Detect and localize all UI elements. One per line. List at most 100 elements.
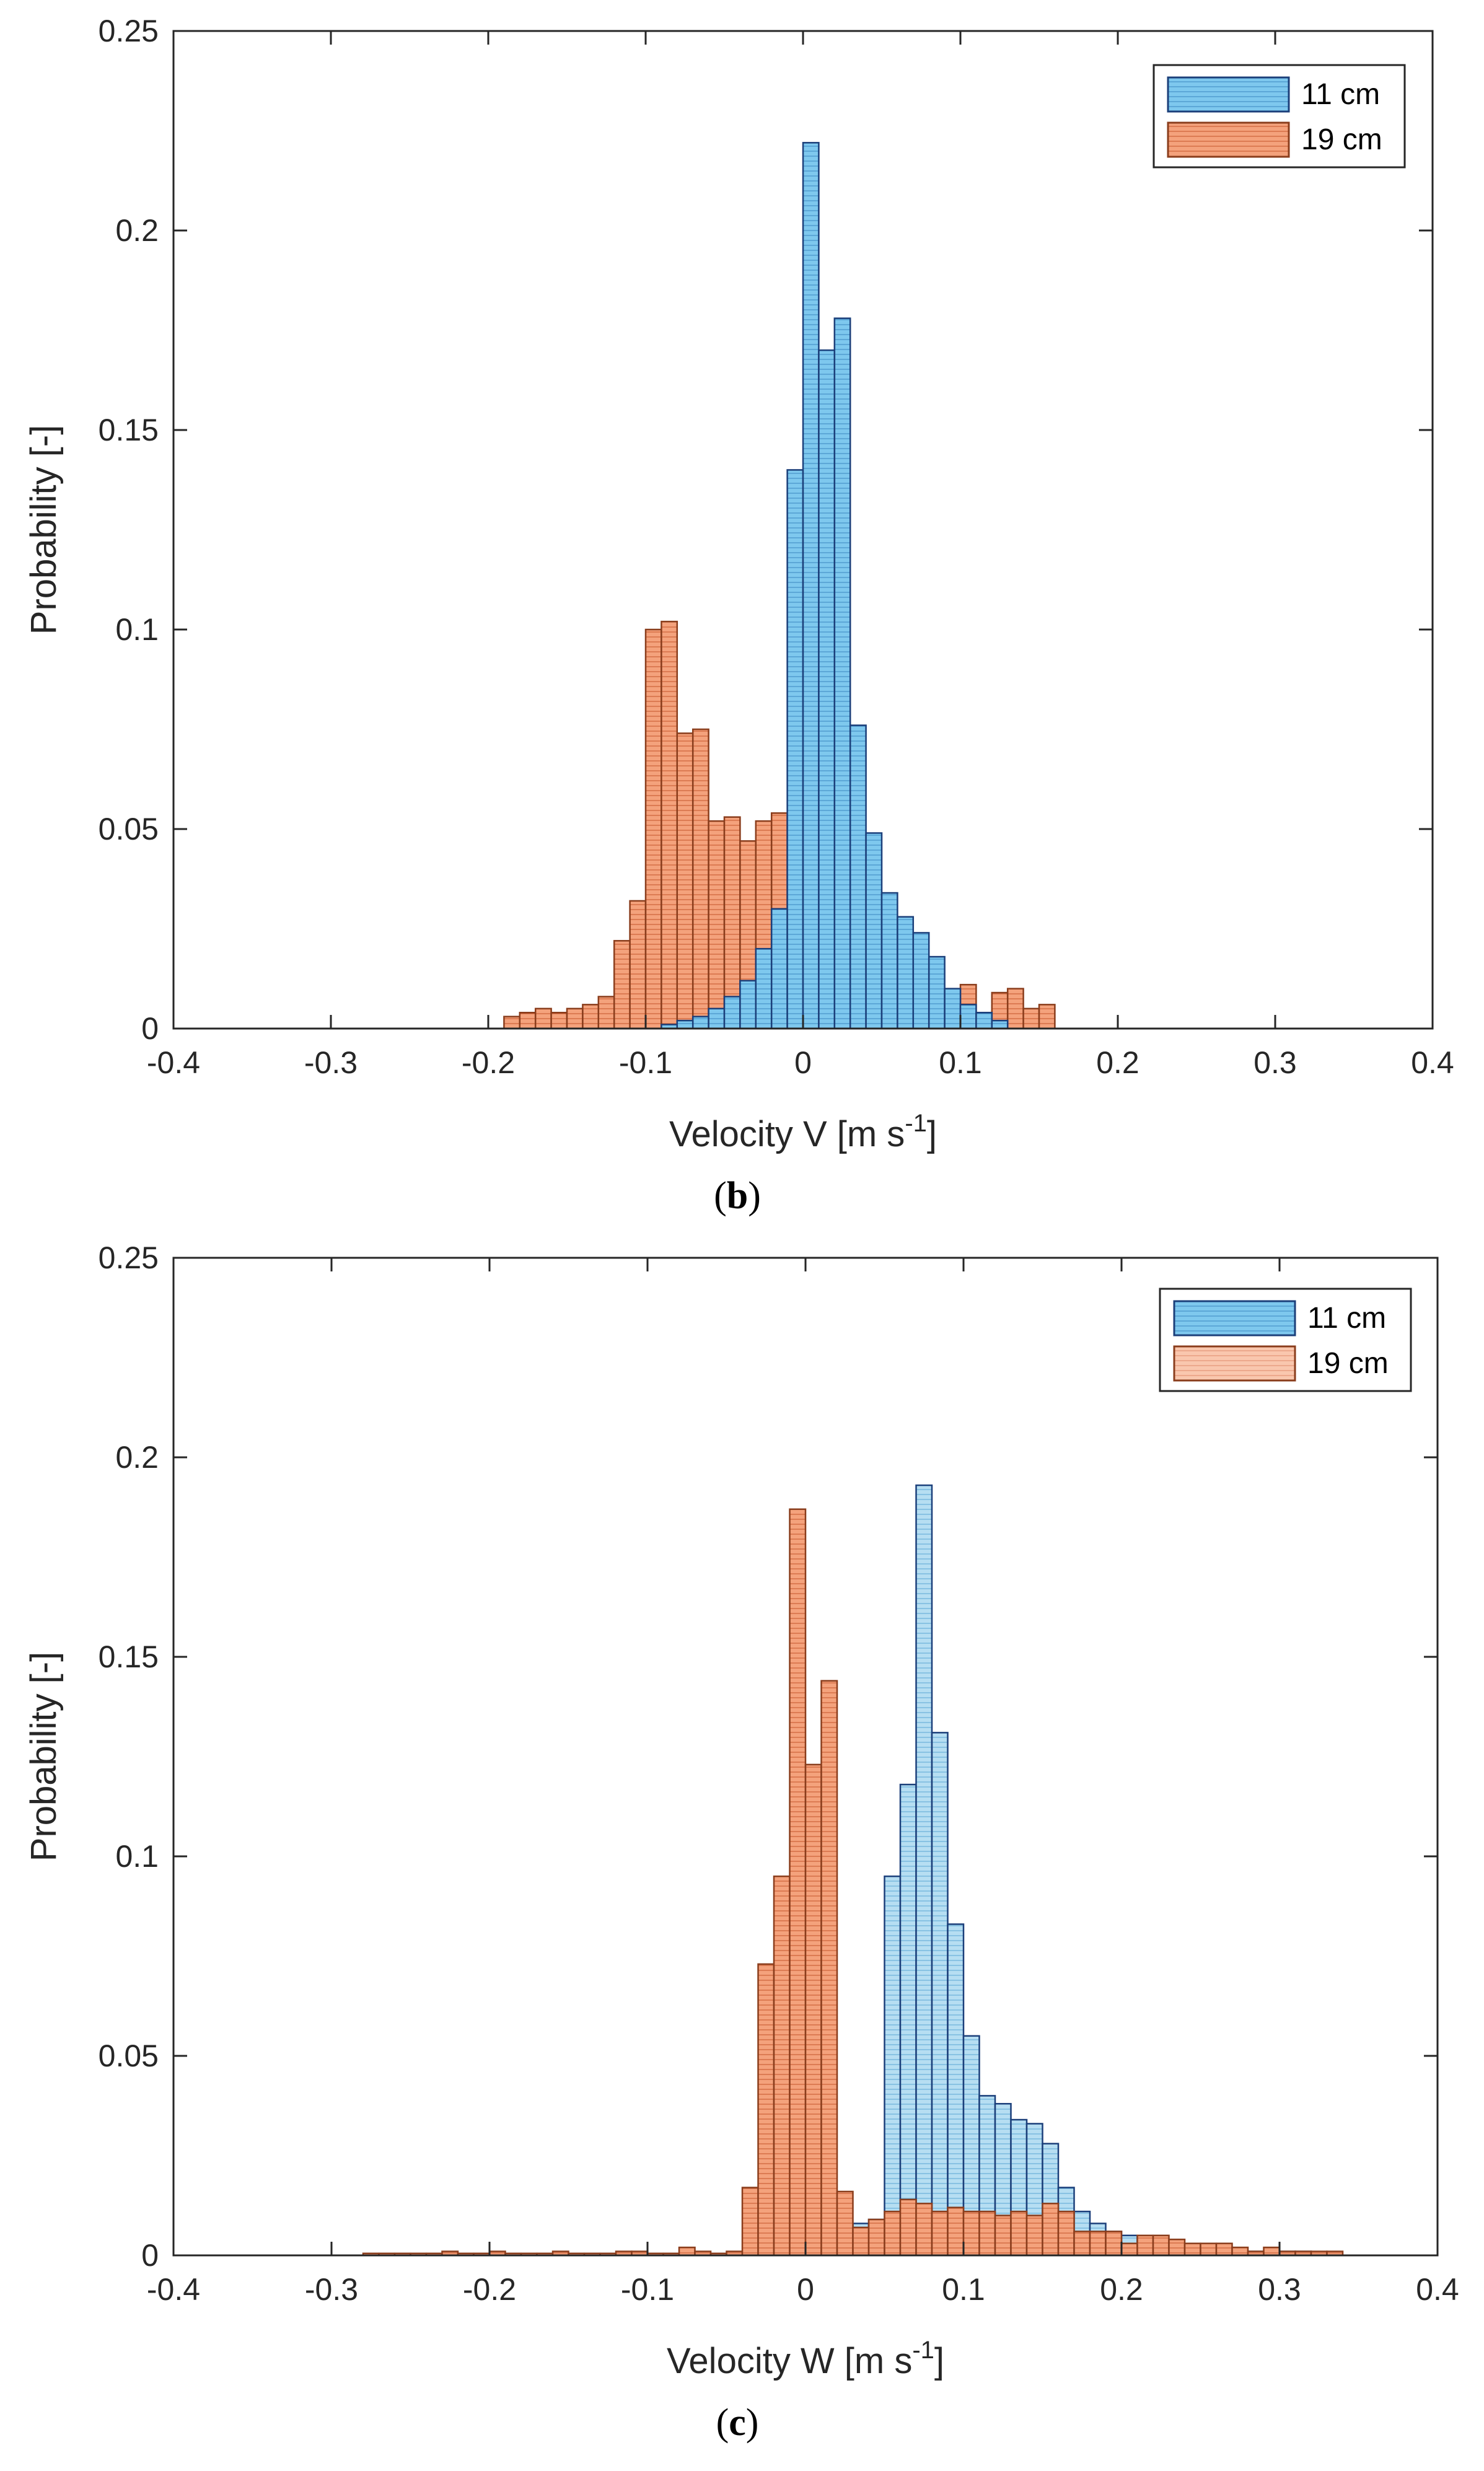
bar-19cm-b-4 bbox=[566, 1007, 584, 1030]
bar-19cm-c-44 bbox=[1057, 2210, 1075, 2257]
x-tick-label-c-8: 0.4 bbox=[1416, 2272, 1459, 2307]
y-tick-label-c-1: 0.05 bbox=[99, 2039, 159, 2073]
x-axis-label-sup-c: -1 bbox=[912, 2337, 934, 2364]
bar-19cm-b-12 bbox=[692, 728, 709, 1030]
y-tick-label-b-2: 0.1 bbox=[115, 612, 159, 647]
bar-11cm-c-8 bbox=[899, 1783, 917, 2257]
bar-19cm-c-36 bbox=[931, 2210, 949, 2257]
bar-19cm-c-39 bbox=[978, 2210, 996, 2257]
y-tick-label-b-5: 0.25 bbox=[99, 14, 159, 48]
bar-11cm-c-11 bbox=[947, 1923, 965, 2257]
bar-19cm-b-34 bbox=[1038, 1004, 1056, 1030]
x-tick-label-c-4: 0 bbox=[797, 2272, 814, 2307]
axis-ticks-c: -0.4 -0.3 -0.2 -0.1 0 0.1 0.2 0.3 0.4 0 0.05 0.1 0.1… bbox=[99, 1240, 1459, 2307]
series-11cm-bars-b bbox=[661, 142, 1009, 1030]
legend-swatch-11cm-c bbox=[1173, 1300, 1296, 1336]
bar-19cm-c-30 bbox=[836, 2190, 854, 2257]
bar-19cm-b-8 bbox=[629, 900, 647, 1030]
x-tick-label-b-4: 0 bbox=[794, 1045, 812, 1080]
y-tick-label-b-4: 0.2 bbox=[115, 213, 159, 248]
bar-19cm-b-6 bbox=[597, 996, 615, 1030]
legend-b: 11 cm 19 cm bbox=[1153, 64, 1406, 169]
bar-11cm-b-1 bbox=[676, 1019, 694, 1030]
bar-19cm-c-51 bbox=[1168, 2238, 1186, 2257]
bar-11cm-b-16 bbox=[912, 932, 930, 1030]
bar-19cm-c-38 bbox=[962, 2210, 980, 2257]
y-axis-label-c: Probability [-] bbox=[24, 1652, 64, 1861]
bar-19cm-b-13 bbox=[708, 820, 726, 1030]
bar-19cm-c-47 bbox=[1105, 2231, 1123, 2257]
bar-19cm-b-0 bbox=[503, 1016, 521, 1030]
bar-19cm-c-32 bbox=[867, 2218, 885, 2257]
bar-19cm-b-33 bbox=[1022, 1007, 1040, 1030]
x-axis-label-c: Velocity W [m s-1] bbox=[667, 2337, 944, 2381]
bar-11cm-b-10 bbox=[818, 349, 836, 1030]
axis-ticks-b: -0.4 -0.3 -0.2 -0.1 0 0.1 0.2 0.3 0.4 0 0.05 0.1 0.1… bbox=[99, 14, 1454, 1080]
bar-19cm-b-7 bbox=[613, 940, 631, 1030]
bar-11cm-b-5 bbox=[739, 980, 757, 1030]
x-tick-label-c-3: -0.1 bbox=[621, 2272, 674, 2307]
panel-label-b: (b) bbox=[714, 1175, 761, 1217]
bar-19cm-c-33 bbox=[884, 2210, 902, 2257]
x-axis-label-b: Velocity V [m s-1] bbox=[669, 1110, 937, 1154]
bar-19cm-c-25 bbox=[757, 1963, 775, 2257]
bar-11cm-b-21 bbox=[991, 1019, 1009, 1030]
bar-11cm-c-7 bbox=[884, 1875, 902, 2257]
bar-11cm-b-19 bbox=[959, 1004, 977, 1030]
x-tick-label-c-7: 0.3 bbox=[1258, 2272, 1301, 2307]
bar-19cm-c-29 bbox=[820, 1680, 838, 2257]
bar-19cm-b-5 bbox=[582, 1004, 600, 1030]
y-tick-label-b-3: 0.15 bbox=[99, 413, 159, 447]
histogram-panel-b: -0.4 -0.3 -0.2 -0.1 0 0.1 0.2 0.3 0.4 0 0.05 0.1 0.1… bbox=[24, 14, 1454, 1217]
x-tick-label-b-5: 0.1 bbox=[939, 1045, 982, 1080]
x-tick-label-b-7: 0.3 bbox=[1253, 1045, 1297, 1080]
bar-19cm-c-40 bbox=[994, 2214, 1012, 2257]
bar-19cm-c-49 bbox=[1136, 2234, 1154, 2257]
bar-11cm-c-9 bbox=[915, 1484, 933, 2257]
bar-11cm-b-17 bbox=[928, 955, 946, 1030]
x-axis-label-text-c: Velocity W [m s bbox=[667, 2341, 912, 2381]
x-axis-label-close-c: ] bbox=[934, 2341, 944, 2381]
bar-19cm-b-14 bbox=[723, 816, 741, 1030]
bar-19cm-b-3 bbox=[550, 1011, 568, 1030]
panel-label-letter-c: c bbox=[729, 2402, 746, 2444]
x-tick-label-b-8: 0.4 bbox=[1411, 1045, 1454, 1080]
x-tick-label-b-1: -0.3 bbox=[304, 1045, 358, 1080]
bar-19cm-c-53 bbox=[1200, 2242, 1218, 2257]
x-axis-label-close-b: ] bbox=[927, 1114, 937, 1154]
x-tick-label-c-1: -0.3 bbox=[305, 2272, 358, 2307]
bar-19cm-c-24 bbox=[741, 2187, 759, 2257]
bar-19cm-c-42 bbox=[1025, 2214, 1043, 2257]
bar-11cm-b-18 bbox=[944, 988, 962, 1030]
y-tick-label-c-3: 0.15 bbox=[99, 1639, 159, 1674]
bar-19cm-b-10 bbox=[661, 620, 678, 1030]
series-19cm-bars-c bbox=[362, 1508, 1344, 2257]
y-tick-label-c-5: 0.25 bbox=[99, 1240, 159, 1275]
legend-swatch-19cm-b bbox=[1167, 121, 1290, 158]
x-tick-label-c-2: -0.2 bbox=[463, 2272, 516, 2307]
bar-19cm-b-32 bbox=[1006, 988, 1024, 1030]
x-tick-label-b-2: -0.2 bbox=[462, 1045, 515, 1080]
bar-19cm-c-35 bbox=[915, 2203, 933, 2257]
bar-11cm-b-2 bbox=[692, 1016, 709, 1030]
x-tick-label-c-0: -0.4 bbox=[147, 2272, 200, 2307]
bar-19cm-c-41 bbox=[1010, 2210, 1028, 2257]
bar-11cm-b-13 bbox=[865, 832, 883, 1030]
bar-19cm-c-46 bbox=[1089, 2231, 1107, 2257]
x-tick-label-b-6: 0.2 bbox=[1096, 1045, 1139, 1080]
bar-11cm-b-11 bbox=[833, 317, 851, 1030]
bar-11cm-b-3 bbox=[708, 1007, 726, 1030]
x-tick-label-b-3: -0.1 bbox=[619, 1045, 672, 1080]
bar-11cm-c-10 bbox=[931, 1732, 949, 2257]
y-tick-label-c-4: 0.2 bbox=[115, 1440, 159, 1475]
legend-swatch-19cm-c bbox=[1173, 1345, 1296, 1382]
panel-label-letter-b: b bbox=[727, 1175, 748, 1217]
y-tick-label-c-0: 0 bbox=[141, 2238, 159, 2273]
legend-label-19cm-c: 19 cm bbox=[1307, 1347, 1389, 1380]
bar-19cm-c-55 bbox=[1231, 2246, 1249, 2257]
x-tick-label-b-0: -0.4 bbox=[147, 1045, 200, 1080]
bar-19cm-c-54 bbox=[1215, 2242, 1233, 2257]
y-axis-label-b: Probability [-] bbox=[24, 425, 64, 634]
histogram-panel-c: -0.4 -0.3 -0.2 -0.1 0 0.1 0.2 0.3 0.4 0 0.05 0.1 0.1… bbox=[24, 1240, 1459, 2444]
